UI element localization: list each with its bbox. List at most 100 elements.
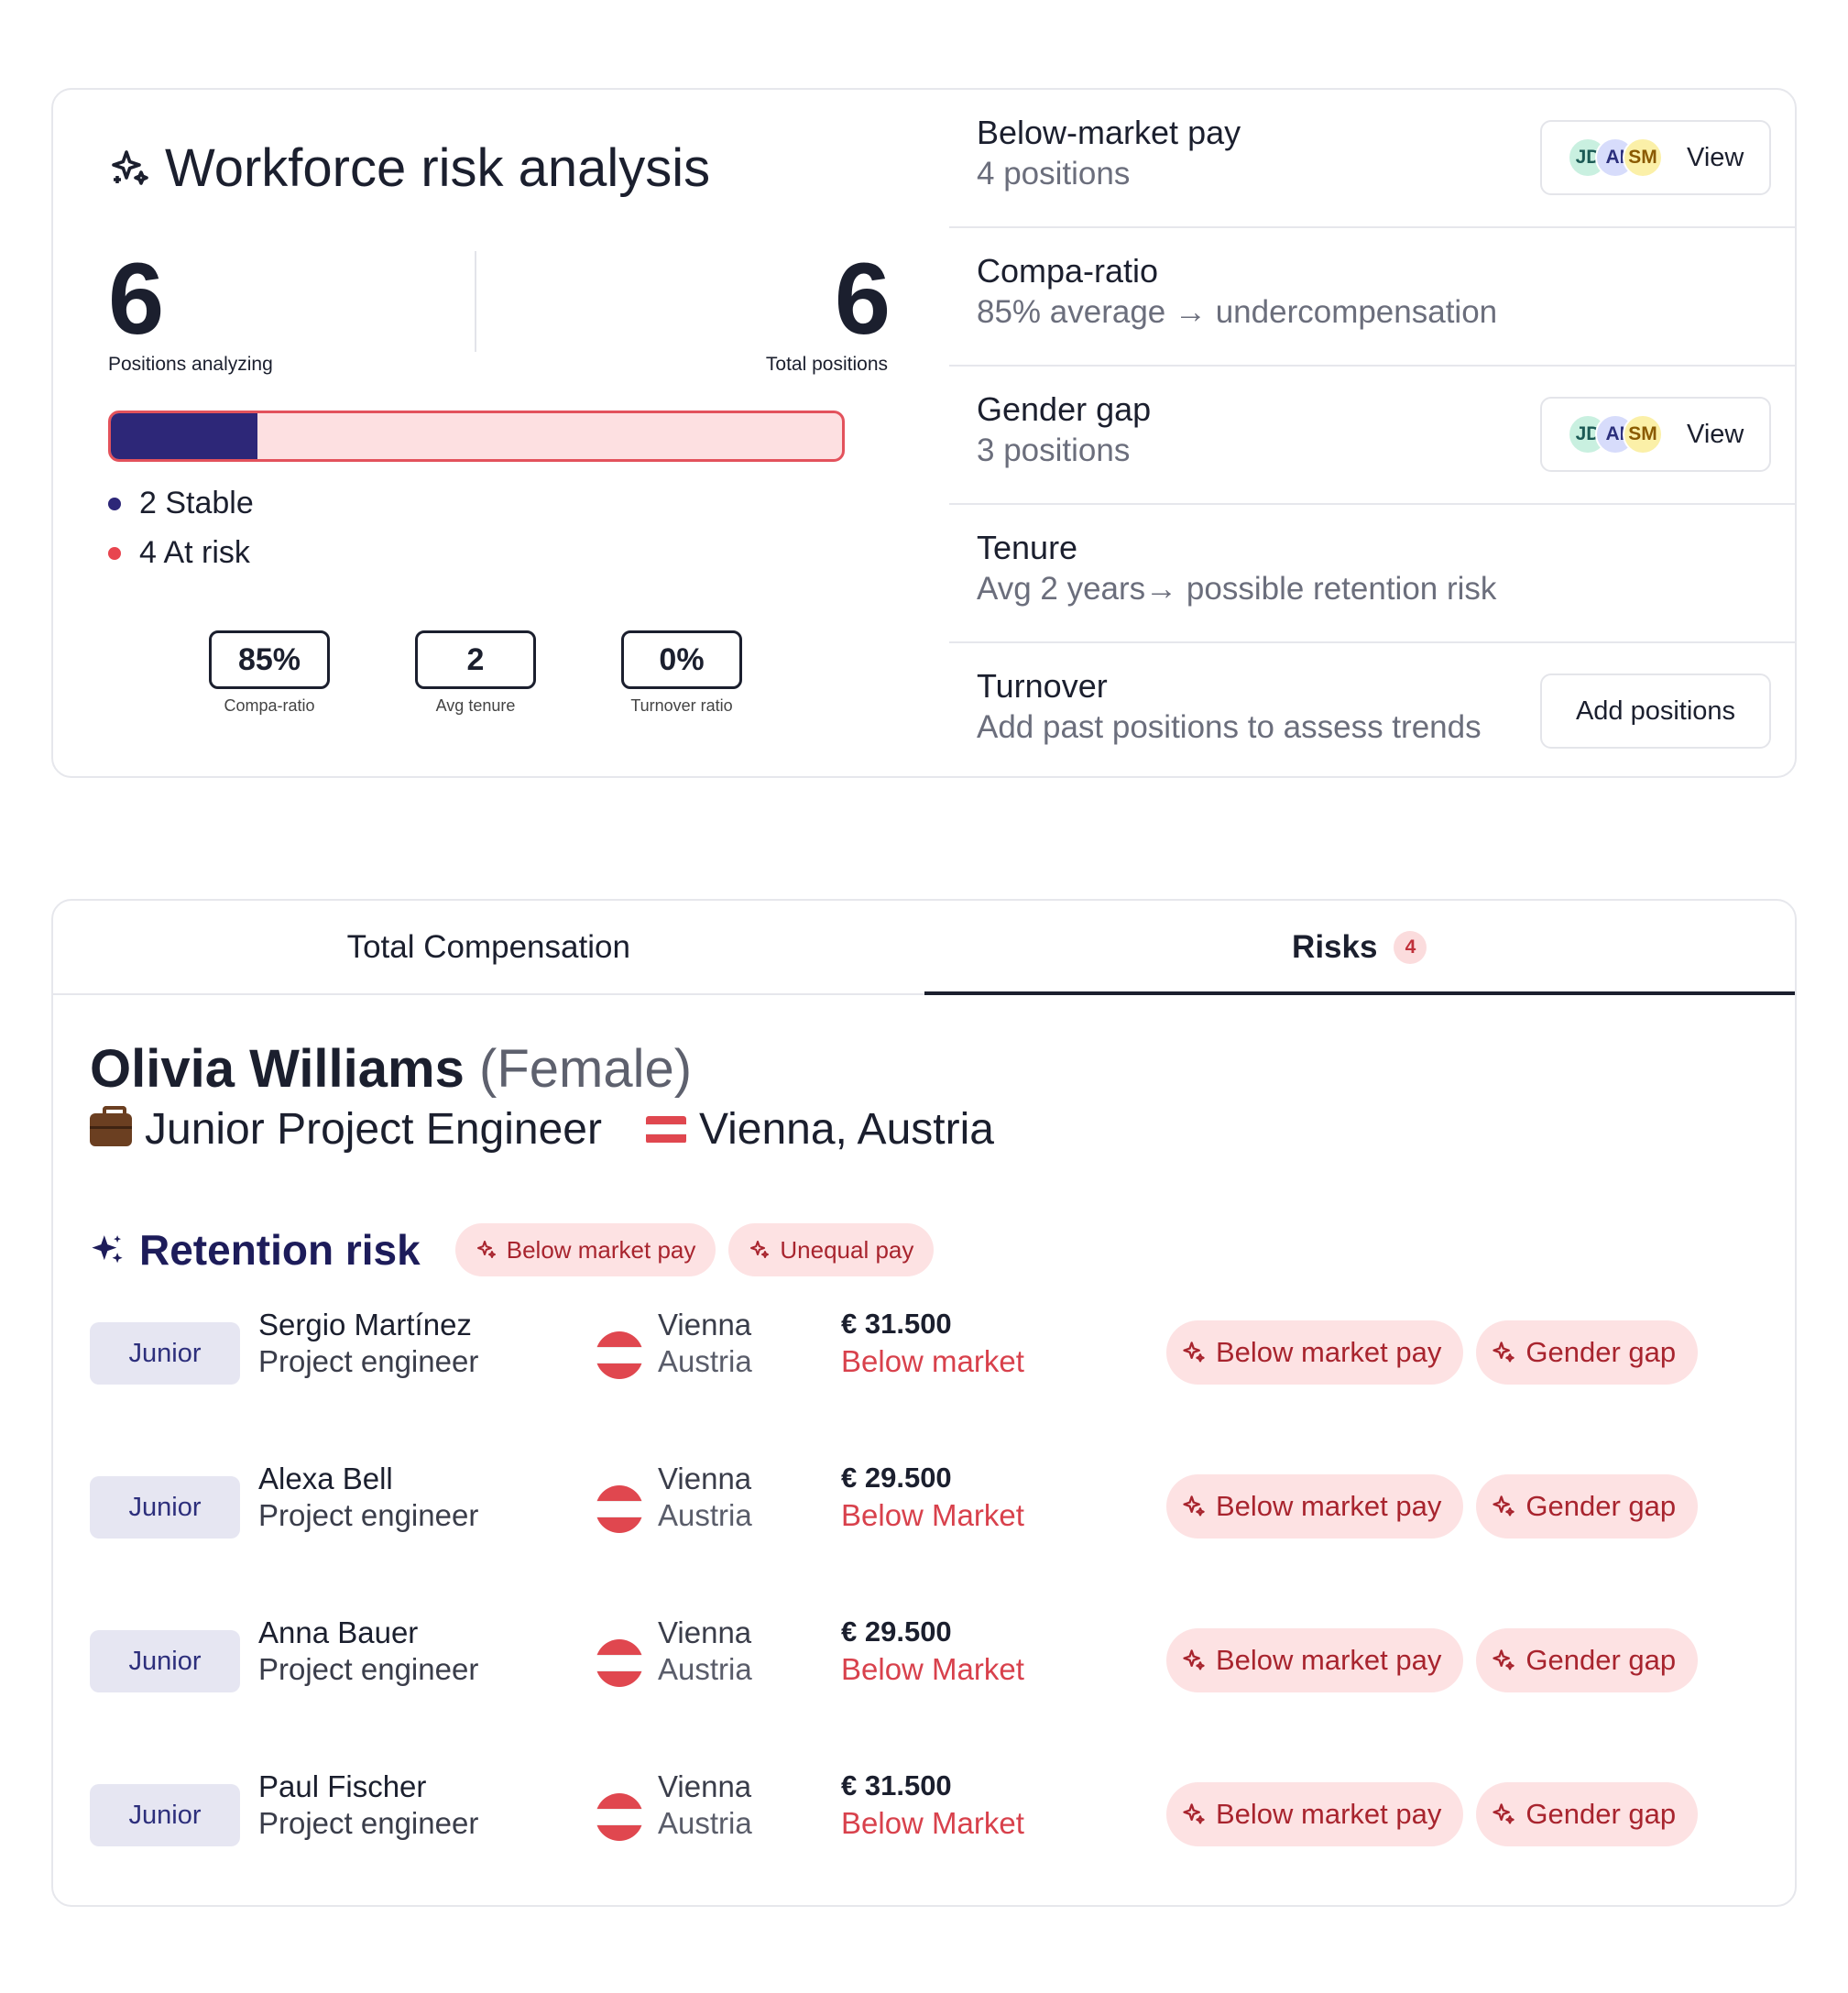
risk-item-subtitle: Avg 2 years→ possible retention risk	[977, 571, 1497, 607]
risk-item-tenure: Tenure Avg 2 years→ possible retention r…	[949, 505, 1797, 643]
tag-gender-gap: Gender gap	[1476, 1320, 1699, 1385]
employee-city: Vienna	[658, 1615, 752, 1649]
metric-caption: Compa-ratio	[224, 696, 315, 715]
tag-label: Below market pay	[1216, 1644, 1442, 1676]
austria-flag-icon	[596, 1639, 643, 1687]
total-positions-value: 6	[834, 243, 891, 356]
employee-pay-note: Below Market	[841, 1806, 1024, 1840]
employee-row[interactable]: Junior Sergio Martínez Project engineer Vie…	[53, 1295, 1795, 1405]
sparkle-icon	[1493, 1341, 1515, 1363]
employee-country: Austria	[658, 1344, 752, 1378]
analysis-title: Workforce risk analysis	[165, 138, 711, 198]
person-location: Vienna, Austria	[698, 1105, 994, 1154]
tag-unequal-pay: Unequal pay	[728, 1223, 935, 1276]
tab-risks[interactable]: Risks 4	[924, 901, 1796, 995]
metric-value: 2	[415, 630, 536, 689]
risk-progress-bar	[108, 411, 845, 462]
tag-label: Below market pay	[1216, 1490, 1442, 1522]
level-badge: Junior	[90, 1630, 240, 1692]
employee-country: Austria	[658, 1652, 752, 1686]
tab-label: Total Compensation	[346, 928, 630, 965]
tag-below-market-pay: Below market pay	[1166, 1782, 1464, 1846]
at-risk-dot-icon	[108, 546, 121, 560]
person-name-text: Olivia Williams	[90, 1039, 465, 1099]
tab-bar: Total Compensation Risks 4	[53, 901, 1795, 995]
retention-risk-title: Retention risk	[139, 1226, 421, 1274]
positions-analyzing-label: Positions analyzing	[108, 354, 273, 375]
employee-row[interactable]: Junior Anna Bauer Project engineer Vienna Au…	[53, 1603, 1795, 1713]
sparkle-icon	[476, 1241, 496, 1258]
view-gender-gap-button[interactable]: JD AI SM View	[1540, 397, 1771, 472]
metric-value: 0%	[621, 630, 742, 689]
austria-flag-icon	[596, 1793, 643, 1841]
positions-analyzing-value: 6	[108, 243, 165, 356]
metric-turnover-ratio: 0% Turnover ratio	[621, 630, 742, 716]
avatar: SM	[1623, 137, 1663, 178]
employee-city: Vienna	[658, 1462, 752, 1495]
employee-city: Vienna	[658, 1769, 752, 1803]
austria-flag-icon	[596, 1331, 643, 1379]
risk-item-below-market: Below-market pay 4 positions JD AI SM Vi…	[949, 90, 1797, 228]
sparkle-icon	[1183, 1495, 1205, 1517]
employee-pay-note: Below market	[841, 1344, 1024, 1378]
sparkle-icon	[1493, 1803, 1515, 1824]
person-role: Junior Project Engineer	[145, 1105, 602, 1154]
add-positions-button[interactable]: Add positions	[1540, 673, 1771, 749]
risk-item-title: Turnover	[977, 667, 1108, 705]
sparkle-icon	[1183, 1341, 1205, 1363]
level-badge: Junior	[90, 1476, 240, 1539]
view-label: View	[1687, 142, 1744, 172]
tag-below-market-pay: Below market pay	[1166, 1474, 1464, 1539]
employee-risk-tags: Below market pay Gender gap	[1166, 1320, 1699, 1385]
total-positions-label: Total positions	[765, 354, 888, 375]
employee-pay: € 31.500	[841, 1769, 952, 1801]
risk-item-title: Below-market pay	[977, 114, 1241, 151]
sparkle-icon	[112, 149, 148, 185]
analysis-header: Workforce risk analysis	[108, 137, 710, 199]
workforce-risk-card: Workforce risk analysis 6 Positions anal…	[51, 88, 1797, 778]
employee-risk-tags: Below market pay Gender gap	[1166, 1782, 1699, 1846]
metric-avg-tenure: 2 Avg tenure	[415, 630, 536, 716]
metric-caption: Avg tenure	[435, 696, 516, 715]
employee-role: Project engineer	[258, 1344, 479, 1378]
person-name: Olivia Williams (Female)	[90, 1038, 692, 1100]
risk-item-subtitle: 4 positions	[977, 156, 1131, 192]
tag-label: Below market pay	[1216, 1336, 1442, 1368]
risk-item-turnover: Turnover Add past positions to assess tr…	[949, 643, 1797, 782]
stable-fill	[111, 413, 257, 459]
tag-gender-gap: Gender gap	[1476, 1782, 1699, 1846]
risk-item-gender-gap: Gender gap 3 positions JD AI SM View	[949, 367, 1797, 505]
legend-stable-label: 2 Stable	[139, 486, 254, 520]
sparkle-icon	[750, 1241, 770, 1258]
employee-risk-tags: Below market pay Gender gap	[1166, 1474, 1699, 1539]
risk-item-subtitle: 3 positions	[977, 433, 1131, 468]
level-badge: Junior	[90, 1784, 240, 1846]
briefcase-icon	[90, 1105, 132, 1146]
metric-value: 85%	[209, 630, 330, 689]
tag-label: Gender gap	[1525, 1336, 1677, 1368]
risk-item-title: Compa-ratio	[977, 252, 1159, 290]
risk-item-subtitle: Add past positions to assess trends	[977, 709, 1482, 745]
risk-item-subtitle: 85% average → undercompensation	[977, 294, 1498, 330]
risk-item-title: Gender gap	[977, 390, 1152, 428]
legend-at-risk: 4 At risk	[108, 535, 250, 571]
tab-total-compensation[interactable]: Total Compensation	[53, 901, 924, 993]
tag-label: Gender gap	[1525, 1490, 1677, 1522]
sparkle-icon	[1183, 1649, 1205, 1670]
employee-pay: € 29.500	[841, 1462, 952, 1494]
employee-city: Vienna	[658, 1308, 752, 1341]
sparkle-icon	[1183, 1803, 1205, 1824]
risk-item-title: Tenure	[977, 529, 1078, 566]
employee-pay-note: Below Market	[841, 1652, 1024, 1686]
tag-label: Gender gap	[1525, 1798, 1677, 1830]
employee-name: Anna Bauer	[258, 1615, 419, 1649]
metric-compa-ratio: 85% Compa-ratio	[209, 630, 330, 716]
employee-country: Austria	[658, 1806, 752, 1840]
view-label: View	[1687, 419, 1744, 449]
employee-role: Project engineer	[258, 1806, 479, 1840]
employee-row[interactable]: Junior Paul Fischer Project engineer Vienna…	[53, 1757, 1795, 1867]
employee-pay: € 29.500	[841, 1615, 952, 1648]
employee-risk-tags: Below market pay Gender gap	[1166, 1628, 1699, 1692]
view-below-market-button[interactable]: JD AI SM View	[1540, 120, 1771, 195]
employee-row[interactable]: Junior Alexa Bell Project engineer Vienna Au…	[53, 1449, 1795, 1559]
